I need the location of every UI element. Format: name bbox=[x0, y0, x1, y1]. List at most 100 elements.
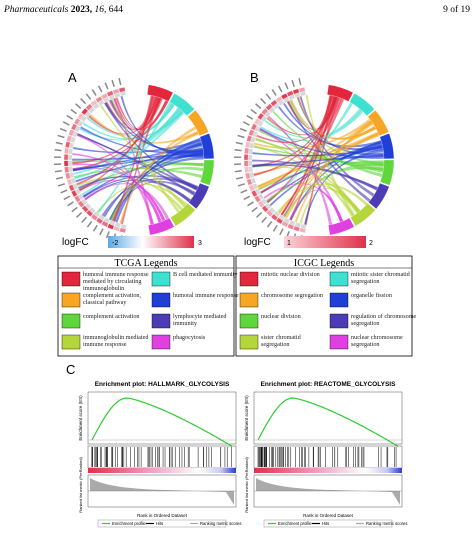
gene-fc bbox=[77, 200, 85, 208]
panel-label: C bbox=[66, 362, 75, 377]
gene-fc bbox=[64, 147, 70, 155]
gene-tick bbox=[99, 228, 104, 236]
gene-fc bbox=[64, 166, 70, 174]
journal: Pharmaceuticals bbox=[3, 5, 69, 15]
gene-tick bbox=[54, 149, 62, 152]
legend-swatch bbox=[329, 313, 349, 329]
gene-fc bbox=[77, 112, 85, 121]
legend-title: ICGC Legends bbox=[294, 258, 354, 269]
gene-fc bbox=[70, 123, 78, 131]
legend-text: complement activation bbox=[83, 313, 140, 320]
gene-fc bbox=[63, 160, 69, 167]
article: 644 bbox=[109, 5, 124, 15]
volume: 16, bbox=[95, 5, 107, 15]
gene-fc bbox=[81, 205, 89, 213]
gene-fc bbox=[246, 135, 253, 143]
legend-text: mitotic sister chromatid segregation bbox=[351, 271, 410, 285]
gene-tick bbox=[92, 224, 98, 232]
gene-tick bbox=[66, 114, 74, 120]
term-arc bbox=[349, 93, 375, 117]
gene-tick bbox=[234, 169, 242, 173]
gene-tick bbox=[70, 108, 77, 115]
gene-tick bbox=[239, 127, 247, 132]
gene-tick bbox=[291, 79, 295, 88]
gene-tick bbox=[86, 221, 93, 228]
gene-fc bbox=[66, 178, 73, 186]
gene-tick bbox=[118, 77, 122, 86]
logfc-low: 1 bbox=[287, 240, 291, 247]
term-arc bbox=[148, 217, 175, 236]
gene-fc bbox=[265, 209, 274, 217]
gene-fc bbox=[64, 141, 71, 149]
legend-box bbox=[235, 255, 413, 357]
gene-fc bbox=[281, 220, 289, 228]
term-arc bbox=[169, 93, 195, 117]
legend-item: nuclear division bbox=[261, 313, 301, 320]
gene-fc bbox=[118, 87, 126, 93]
gene-tick bbox=[284, 82, 289, 90]
gene-fc bbox=[254, 195, 261, 203]
y2-label: Ranked list metric (PreRanked) bbox=[78, 457, 83, 513]
gene-fc bbox=[85, 209, 94, 217]
y-label: Enrichment score (ES) bbox=[78, 395, 83, 441]
gene-fc bbox=[113, 225, 121, 232]
legend-text: regulation of chromosome segregation bbox=[351, 313, 417, 327]
gene-tick bbox=[105, 231, 110, 239]
legend-text: humoral immune response bbox=[173, 292, 239, 299]
gene-tick bbox=[54, 169, 62, 173]
rank-bar bbox=[254, 468, 402, 473]
legend-text: mitotic nuclear division bbox=[261, 271, 320, 278]
gene-fc bbox=[101, 220, 109, 228]
gene-tick bbox=[246, 114, 254, 120]
legend-text: humoral immune response mediated by circ… bbox=[83, 271, 149, 291]
logfc-label: logFC bbox=[244, 237, 271, 248]
gene-tick bbox=[111, 79, 115, 88]
metric-area bbox=[90, 478, 234, 505]
gene-fc bbox=[244, 166, 250, 174]
legend-item: phagocytosis bbox=[173, 334, 205, 341]
legend-item: B cell mediated immunity bbox=[173, 271, 237, 278]
legend-item: nuclear chromosome segregation bbox=[351, 334, 403, 348]
term-arc bbox=[187, 109, 209, 137]
legend-text: organelle fission bbox=[351, 292, 392, 299]
gene-fc bbox=[293, 225, 301, 232]
legend-title: TCGA Legends bbox=[114, 258, 177, 269]
gene-fc bbox=[257, 112, 265, 121]
legend-item: humoral immune response bbox=[173, 292, 239, 299]
y-label: Enrichment score (ES) bbox=[244, 395, 249, 441]
legend-item: complement activation bbox=[83, 313, 140, 320]
legend-swatch bbox=[329, 334, 349, 350]
term-arc bbox=[200, 159, 215, 186]
term-arc bbox=[327, 84, 354, 102]
gene-fc bbox=[248, 129, 255, 137]
gene-tick bbox=[75, 103, 82, 110]
panel-label: A bbox=[68, 70, 77, 85]
legend-text: chromosome segregation bbox=[261, 292, 324, 299]
logfc-high: 2 bbox=[369, 240, 373, 247]
gene-tick bbox=[271, 89, 277, 96]
gene-fc bbox=[243, 160, 249, 167]
legend-text: complement activation, classical pathway bbox=[83, 292, 142, 306]
legend-frame bbox=[97, 519, 227, 528]
legend-item: mitotic sister chromatid segregation bbox=[351, 271, 410, 285]
legend-item: organelle fission bbox=[351, 292, 392, 299]
legend-swatch bbox=[329, 292, 349, 308]
legend-item: chromosome segregation bbox=[261, 292, 324, 299]
gene-tick bbox=[85, 93, 92, 100]
gene-fc bbox=[248, 184, 255, 192]
gene-tick bbox=[279, 228, 284, 236]
gene-tick bbox=[55, 176, 64, 180]
term-arc bbox=[188, 182, 210, 210]
gene-tick bbox=[97, 85, 103, 93]
legend-label: Ranking metric scores bbox=[200, 521, 241, 526]
gene-fc bbox=[244, 147, 250, 155]
gene-fc bbox=[280, 93, 289, 100]
gene-tick bbox=[251, 206, 258, 213]
logfc-bar bbox=[284, 236, 366, 248]
page-number: 9 of 19 bbox=[443, 4, 470, 15]
term-arc bbox=[379, 133, 395, 160]
gene-tick bbox=[63, 195, 71, 201]
gene-tick bbox=[298, 77, 302, 86]
gene-fc bbox=[71, 189, 78, 198]
legend-swatch bbox=[239, 313, 259, 329]
